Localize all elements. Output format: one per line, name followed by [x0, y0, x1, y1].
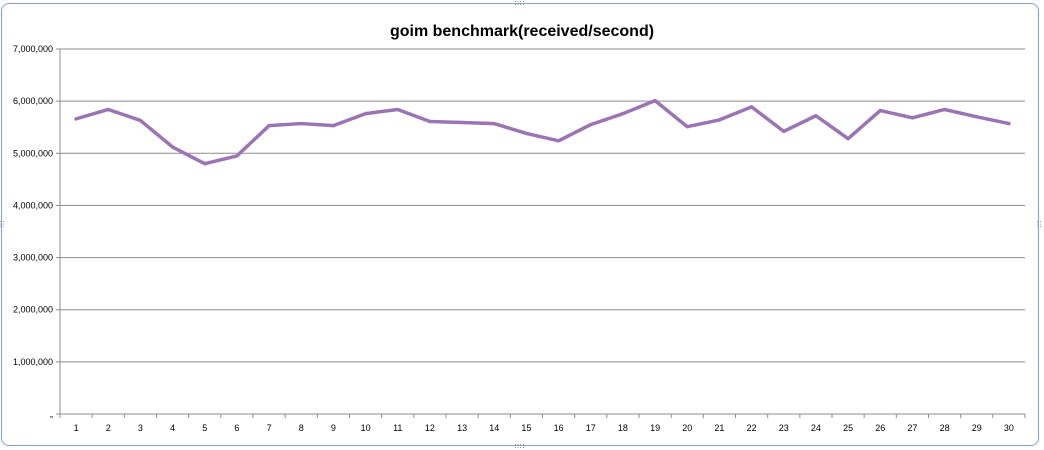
- data-point: [814, 114, 818, 118]
- x-tick-label: 15: [521, 423, 531, 433]
- x-tick-label: 28: [940, 423, 950, 433]
- y-tick-label: „: [50, 409, 53, 419]
- x-tick-label: 7: [267, 423, 272, 433]
- x-tick-label: 20: [682, 423, 692, 433]
- data-point: [299, 121, 303, 126]
- y-tick-label: 2,000,000: [13, 305, 53, 315]
- x-axis-tick-labels: 1 2 3 4 5 6 7 8 9 10 11 12 13 14 15 16 17 18 19 20 21 22 23 24 2…: [74, 423, 1014, 433]
- data-point: [589, 123, 593, 127]
- data-point: [1007, 121, 1011, 126]
- series-group: [74, 98, 1011, 166]
- data-point: [170, 145, 175, 149]
- data-point: [396, 107, 400, 112]
- y-tick-label: 3,000,000: [13, 253, 53, 263]
- data-point: [492, 121, 496, 126]
- x-tick-label: 1: [74, 423, 79, 433]
- data-point: [621, 112, 625, 116]
- data-point: [138, 118, 143, 123]
- x-tick-label: 21: [714, 423, 724, 433]
- data-point: [749, 105, 754, 109]
- x-tick-label: 16: [554, 423, 564, 433]
- data-point: [846, 137, 850, 141]
- data-point: [556, 139, 561, 143]
- data-point: [878, 108, 882, 113]
- x-tick-label: 26: [875, 423, 885, 433]
- data-point: [363, 112, 368, 116]
- y-tick-label: 1,000,000: [13, 357, 53, 367]
- data-point: [975, 115, 979, 119]
- x-tick-label: 13: [457, 423, 467, 433]
- x-tick-label: 3: [138, 423, 143, 433]
- x-tick-label: 19: [650, 423, 660, 433]
- x-tick-label: 4: [170, 423, 175, 433]
- x-tick-label: 27: [907, 423, 917, 433]
- resize-handle-bottom-icon[interactable]: ::::: [514, 441, 525, 450]
- data-point: [267, 124, 271, 128]
- x-tick-label: 8: [299, 423, 304, 433]
- x-tick-label: 2: [106, 423, 111, 433]
- x-tick-label: 25: [843, 423, 853, 433]
- data-point: [203, 162, 207, 166]
- x-tick-label: 29: [972, 423, 982, 433]
- x-tick-label: 10: [361, 423, 371, 433]
- y-tick-label: 5,000,000: [13, 148, 53, 158]
- x-tick-label: 17: [586, 423, 596, 433]
- data-point: [524, 131, 529, 136]
- data-point: [717, 118, 722, 122]
- x-tick-label: 24: [811, 423, 821, 433]
- y-tick-label: 6,000,000: [13, 96, 53, 106]
- resize-handle-right-icon[interactable]: :::: [1035, 220, 1044, 229]
- gridlines: [60, 48, 1025, 363]
- data-point: [74, 117, 78, 121]
- x-tick-label: 5: [202, 423, 207, 433]
- x-tick-label: 6: [234, 423, 239, 433]
- data-point: [653, 99, 657, 103]
- x-tick-label: 23: [779, 423, 789, 433]
- y-tick-label: 4,000,000: [13, 200, 53, 210]
- data-point: [942, 107, 947, 112]
- data-point: [235, 154, 239, 158]
- series-line: [74, 98, 1011, 166]
- x-tick-label: 30: [1004, 423, 1014, 433]
- data-point: [685, 125, 689, 129]
- data-point: [428, 119, 432, 124]
- x-tick-label: 14: [489, 423, 499, 433]
- data-point: [106, 107, 110, 112]
- data-point: [782, 129, 786, 133]
- resize-handle-left-icon[interactable]: :::: [0, 220, 7, 229]
- axes: [56, 48, 1026, 418]
- y-tick-label: 7,000,000: [13, 44, 53, 54]
- data-point: [910, 116, 915, 120]
- x-tick-label: 9: [331, 423, 336, 433]
- data-point: [460, 120, 464, 125]
- y-axis-tick-labels: „ 1,000,000 2,000,000 3,000,000 4,000,000 5,0…: [13, 44, 53, 419]
- data-point: [331, 124, 336, 128]
- x-tick-label: 11: [393, 423, 402, 433]
- resize-handle-top-icon[interactable]: ::::: [514, 0, 525, 7]
- chart-title: goim benchmark(received/second): [390, 23, 654, 40]
- x-tick-label: 22: [747, 423, 757, 433]
- x-tick-label: 12: [425, 423, 435, 433]
- x-tick-label: 18: [618, 423, 628, 433]
